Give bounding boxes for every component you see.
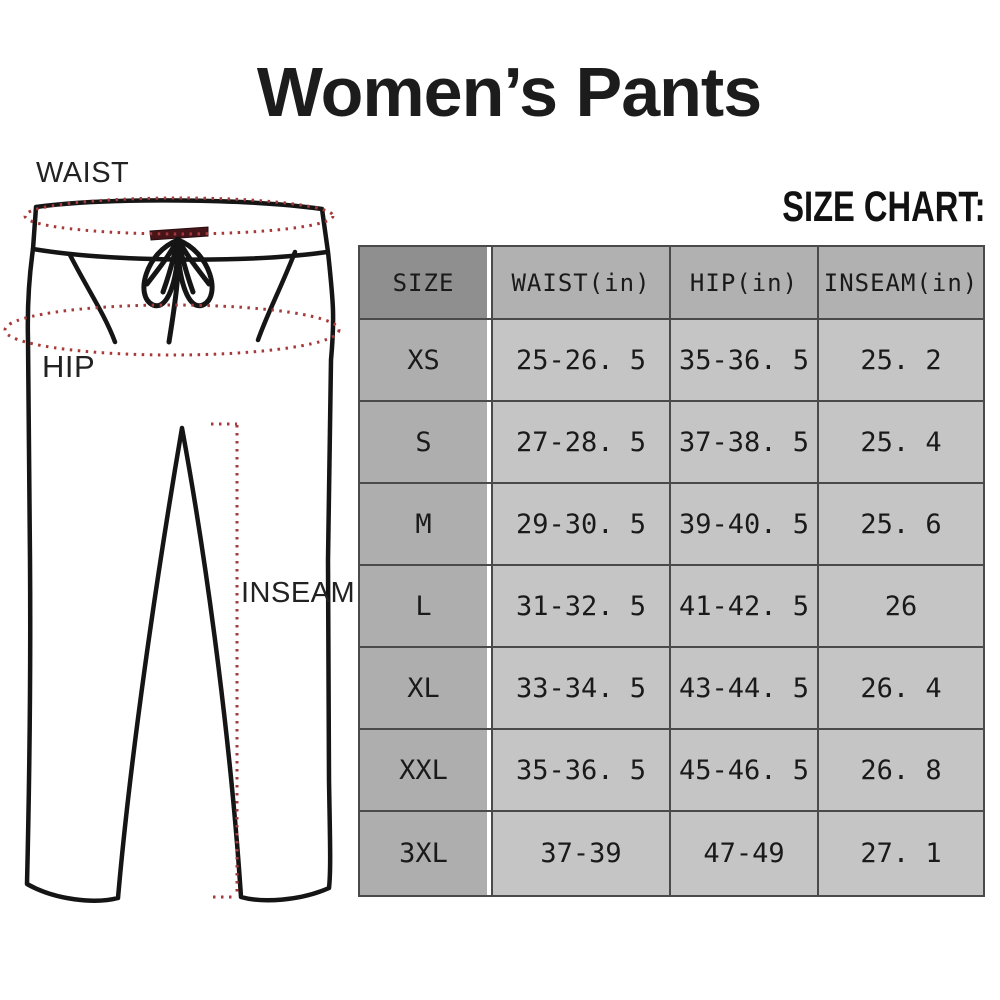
size-chart-heading: SIZE CHART: — [782, 183, 986, 231]
hip-cell: 41-42. 5 — [671, 566, 819, 648]
hip-measure-ellipse — [3, 303, 341, 357]
size-cell: S — [358, 402, 487, 484]
waist-label: WAIST — [36, 157, 130, 189]
hip-cell: 35-36. 5 — [671, 320, 819, 402]
inseam-cell: 25. 6 — [819, 484, 985, 566]
waist-cell: 25-26. 5 — [491, 320, 671, 402]
hip-cell: 39-40. 5 — [671, 484, 819, 566]
column-header-waist: WAIST(in) — [491, 245, 671, 320]
inseam-cell: 26. 8 — [819, 730, 985, 812]
inseam-cell: 25. 2 — [819, 320, 985, 402]
waist-cell: 33-34. 5 — [491, 648, 671, 730]
column-gap — [487, 320, 491, 402]
left-pocket-seam — [67, 252, 118, 345]
inseam-label: INSEAM — [241, 577, 356, 609]
size-cell: L — [358, 566, 487, 648]
size-cell: XL — [358, 648, 487, 730]
waist-cell: 37-39 — [491, 812, 671, 897]
waist-measure-ellipse — [23, 196, 335, 236]
size-cell: XS — [358, 320, 487, 402]
pants-diagram — [3, 196, 341, 903]
waist-cell: 27-28. 5 — [491, 402, 671, 484]
waist-cell: 31-32. 5 — [491, 566, 671, 648]
pants-outline — [24, 198, 336, 903]
column-gap — [487, 566, 491, 648]
hip-cell: 45-46. 5 — [671, 730, 819, 812]
column-gap — [487, 402, 491, 484]
size-cell: XXL — [358, 730, 487, 812]
size-chart-table: SIZE WAIST(in) HIP(in) INSEAM(in) XS 25-… — [358, 245, 985, 897]
column-header-inseam: INSEAM(in) — [819, 245, 985, 320]
drawstring-bar — [149, 226, 209, 241]
inseam-cell: 27. 1 — [819, 812, 985, 897]
size-cell: M — [358, 484, 487, 566]
inseam-cell: 25. 4 — [819, 402, 985, 484]
column-gap — [487, 245, 491, 320]
waist-cell: 35-36. 5 — [491, 730, 671, 812]
size-cell: 3XL — [358, 812, 487, 897]
right-pocket-seam — [255, 249, 298, 343]
column-header-hip: HIP(in) — [671, 245, 819, 320]
waist-cell: 29-30. 5 — [491, 484, 671, 566]
hip-cell: 37-38. 5 — [671, 402, 819, 484]
hip-label: HIP — [42, 349, 96, 384]
column-gap — [487, 484, 491, 566]
hip-cell: 43-44. 5 — [671, 648, 819, 730]
inseam-cell: 26. 4 — [819, 648, 985, 730]
column-gap — [487, 730, 491, 812]
column-gap — [487, 812, 491, 897]
hip-cell: 47-49 — [671, 812, 819, 897]
column-gap — [487, 648, 491, 730]
column-header-size: SIZE — [358, 245, 487, 320]
inseam-cell: 26 — [819, 566, 985, 648]
page-title: Women’s Pants — [256, 53, 762, 131]
